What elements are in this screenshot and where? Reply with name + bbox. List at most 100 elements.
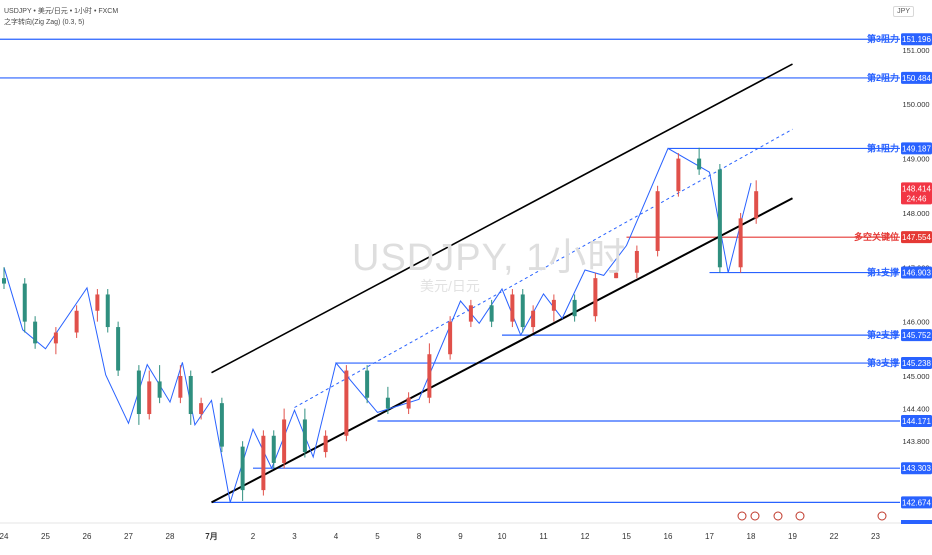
level-price-9: 142.674 bbox=[902, 498, 931, 507]
level-price-badge-4 bbox=[901, 266, 932, 279]
level-price-badge-9 bbox=[901, 496, 932, 509]
y-tick-6: 145.000 bbox=[902, 372, 929, 381]
level-price-1: 150.484 bbox=[902, 74, 931, 83]
event-marker-icon-2[interactable] bbox=[773, 511, 783, 521]
candle-body-30 bbox=[520, 294, 525, 328]
x-tick-6: 2 bbox=[251, 532, 256, 541]
candle-body-1 bbox=[22, 283, 27, 322]
x-tick-3: 27 bbox=[124, 532, 133, 541]
x-tick-18: 18 bbox=[747, 532, 756, 541]
channel-lower-line[interactable] bbox=[211, 197, 793, 504]
level-price-badge-2 bbox=[901, 142, 932, 155]
x-tick-17: 17 bbox=[705, 532, 714, 541]
x-tick-10: 8 bbox=[417, 532, 422, 541]
candle-body-24 bbox=[406, 397, 411, 409]
candle-body-39 bbox=[697, 158, 702, 170]
currency-badge[interactable]: JPY bbox=[893, 6, 914, 17]
candle-body-4 bbox=[74, 310, 79, 333]
x-tick-21: 23 bbox=[871, 532, 880, 541]
candle-body-34 bbox=[593, 278, 598, 317]
candle-body-19 bbox=[302, 419, 307, 453]
level-price-2: 149.187 bbox=[902, 144, 931, 153]
x-tick-16: 16 bbox=[664, 532, 673, 541]
candle-body-31 bbox=[531, 310, 536, 328]
candle-body-41 bbox=[738, 218, 743, 268]
level-price-badge-7 bbox=[901, 415, 932, 428]
channel-layer bbox=[211, 63, 793, 504]
level-price-badge-8 bbox=[901, 462, 932, 475]
level-price-0: 151.196 bbox=[902, 35, 931, 44]
candle-body-13 bbox=[199, 403, 204, 415]
candle-body-22 bbox=[365, 370, 370, 398]
x-tick-11: 9 bbox=[458, 532, 463, 541]
candle-body-2 bbox=[33, 321, 38, 344]
candle-body-6 bbox=[105, 294, 110, 328]
symbol-line: USDJPY • 美元/日元 • 1小时 • FXCM bbox=[4, 8, 119, 15]
axis-scale-handle[interactable] bbox=[901, 520, 932, 524]
candle-body-3 bbox=[53, 332, 58, 344]
candle-body-15 bbox=[240, 446, 245, 491]
candle-body-5 bbox=[95, 294, 100, 311]
x-tick-15: 15 bbox=[622, 532, 631, 541]
candle-body-25 bbox=[427, 354, 432, 398]
last-price-countdown: 24:46 bbox=[906, 194, 927, 203]
candle-body-42 bbox=[754, 191, 759, 219]
last-price-badge bbox=[901, 182, 932, 205]
x-tick-7: 3 bbox=[292, 532, 297, 541]
candle-body-40 bbox=[717, 169, 722, 268]
level-price-badge-0 bbox=[901, 33, 932, 46]
event-marker-icon-3[interactable] bbox=[795, 511, 805, 521]
y-tick-7: 144.400 bbox=[902, 405, 929, 414]
candle-body-33 bbox=[572, 299, 577, 317]
x-tick-20: 22 bbox=[830, 532, 839, 541]
candle-body-16 bbox=[261, 435, 266, 491]
candle-body-10 bbox=[157, 381, 162, 398]
level-price-8: 143.303 bbox=[902, 464, 931, 473]
candle-body-27 bbox=[468, 305, 473, 322]
x-tick-4: 28 bbox=[166, 532, 175, 541]
candle-body-37 bbox=[655, 191, 660, 251]
watermark-subtitle: 美元/日元 bbox=[420, 278, 480, 294]
x-tick-2: 26 bbox=[83, 532, 92, 541]
level-price-5: 145.752 bbox=[902, 331, 931, 340]
zigzag-layer bbox=[3, 147, 752, 503]
level-price-badge-5 bbox=[901, 329, 932, 342]
level-label-6: 第3支撑 bbox=[867, 357, 899, 368]
level-price-badge-6 bbox=[901, 357, 932, 370]
candle-body-26 bbox=[448, 321, 453, 355]
candle-body-21 bbox=[344, 370, 349, 436]
x-tick-19: 19 bbox=[788, 532, 797, 541]
candle-body-28 bbox=[489, 305, 494, 322]
level-label-4: 第1支撑 bbox=[867, 267, 899, 278]
candle-body-36 bbox=[634, 250, 639, 273]
candle-body-29 bbox=[510, 294, 515, 322]
event-marker-icon-0[interactable] bbox=[737, 511, 747, 521]
y-tick-8: 143.800 bbox=[902, 437, 929, 446]
x-tick-13: 11 bbox=[539, 532, 548, 541]
x-tick-0: 24 bbox=[0, 532, 9, 541]
event-marker-icon-1[interactable] bbox=[750, 511, 760, 521]
x-tick-9: 5 bbox=[375, 532, 380, 541]
candle-body-11 bbox=[178, 375, 183, 398]
candle-body-18 bbox=[282, 419, 287, 463]
candle-body-20 bbox=[323, 435, 328, 453]
channel-mid-line[interactable] bbox=[294, 128, 793, 408]
level-label-2: 第1阻力 bbox=[867, 142, 899, 153]
candle-body-23 bbox=[385, 397, 390, 409]
event-marker-icon-4[interactable] bbox=[877, 511, 887, 521]
candle-body-17 bbox=[271, 435, 276, 463]
indicator-line: 之字转向(Zig Zag) (0.3, 5) bbox=[4, 19, 85, 26]
level-price-6: 145.238 bbox=[902, 359, 931, 368]
candle-body-9 bbox=[147, 381, 152, 415]
x-tick-5: 7月 bbox=[205, 532, 217, 541]
zigzag-line[interactable] bbox=[3, 147, 752, 503]
last-price-value: 148.414 bbox=[902, 184, 931, 193]
level-price-4: 146.903 bbox=[902, 269, 931, 278]
channel-upper-line[interactable] bbox=[211, 63, 793, 374]
candle-body-12 bbox=[188, 375, 193, 415]
candle-body-0 bbox=[2, 278, 6, 284]
candle-body-7 bbox=[116, 327, 121, 371]
y-tick-2: 149.000 bbox=[902, 155, 929, 164]
